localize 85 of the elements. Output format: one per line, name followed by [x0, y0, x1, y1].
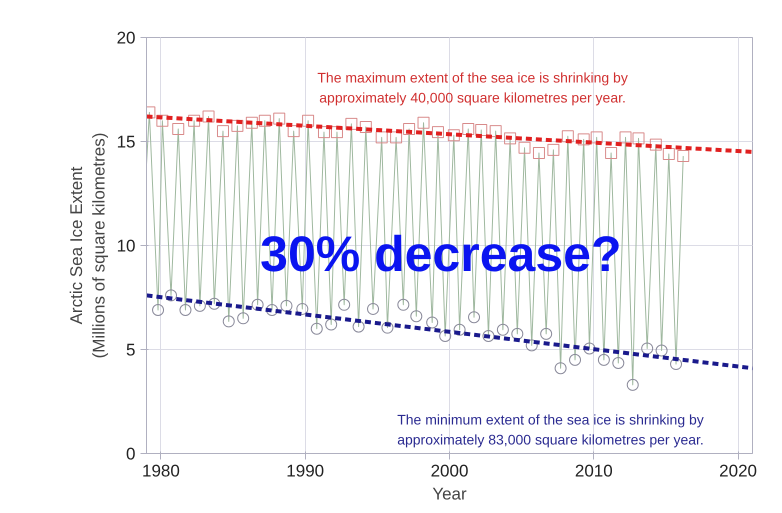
x-axis-title: Year [432, 484, 468, 504]
point [612, 357, 624, 370]
point [482, 330, 494, 342]
point [462, 123, 474, 136]
point [330, 126, 343, 138]
x-tick-label: 1980 [142, 462, 180, 480]
point [252, 298, 264, 311]
point [410, 310, 422, 322]
point [641, 342, 654, 354]
y-tick-label: 5 [126, 340, 136, 360]
point [475, 124, 488, 136]
point [390, 131, 402, 144]
point [583, 342, 596, 354]
point [165, 289, 178, 302]
x-tick-label: 2020 [719, 462, 757, 480]
point [448, 129, 460, 142]
point [345, 118, 358, 130]
point [670, 358, 682, 370]
x-tick-label: 1990 [286, 462, 324, 480]
point [280, 300, 292, 312]
point [222, 315, 235, 328]
point [547, 144, 560, 156]
point [152, 304, 164, 316]
point [532, 146, 545, 159]
x-tick-label: 2000 [430, 462, 468, 480]
y-tick-label: 0 [126, 444, 136, 464]
point [338, 298, 350, 311]
point [662, 148, 675, 160]
point [237, 312, 250, 324]
point [468, 311, 480, 324]
point [418, 116, 430, 129]
point [511, 328, 524, 340]
point [179, 304, 192, 316]
point [397, 298, 410, 311]
point [216, 125, 229, 138]
y-axis-title: Arctic Sea Ice Extent (Millions of square kilometres) [66, 132, 109, 358]
point [598, 354, 610, 366]
point [432, 126, 444, 138]
point [554, 362, 567, 374]
y-tick-label: 10 [116, 236, 136, 256]
point [266, 304, 278, 316]
point [590, 131, 603, 144]
point [620, 131, 632, 144]
x-tick-label: 2010 [574, 462, 613, 480]
point [296, 302, 308, 315]
point [632, 132, 645, 144]
y-tick-label: 15 [116, 132, 136, 152]
point [562, 130, 574, 142]
point [605, 146, 618, 159]
point [540, 328, 552, 340]
point [258, 114, 271, 127]
point [310, 322, 323, 335]
annotation: The minimum extent of the sea ice is shrinking by approximately 83,000 square kilometres per year. [397, 412, 704, 448]
point [650, 138, 662, 151]
point [504, 132, 516, 144]
point [403, 123, 416, 136]
point [496, 324, 509, 336]
point [273, 112, 286, 125]
point [288, 125, 300, 138]
point [426, 316, 438, 328]
point [439, 330, 452, 342]
point [188, 114, 200, 127]
point [454, 324, 466, 336]
point [194, 300, 206, 312]
point [677, 150, 690, 162]
point [569, 354, 582, 366]
annotation: 30% decrease? [260, 226, 622, 282]
point [172, 123, 184, 136]
point [156, 114, 168, 127]
point [352, 320, 365, 333]
point [626, 378, 639, 391]
point [367, 302, 380, 315]
point [518, 142, 531, 154]
point [202, 110, 215, 123]
point [325, 318, 338, 331]
point [231, 120, 244, 132]
annotation: The maximum extent of the sea ice is shrinking by approximately 40,000 square kilometres per year. [317, 69, 628, 106]
point [381, 322, 394, 334]
point [246, 116, 258, 129]
point [578, 133, 590, 146]
point [656, 344, 668, 357]
point [376, 131, 388, 144]
point [360, 120, 372, 133]
y-tick-label: 20 [116, 28, 136, 48]
point [302, 114, 314, 127]
